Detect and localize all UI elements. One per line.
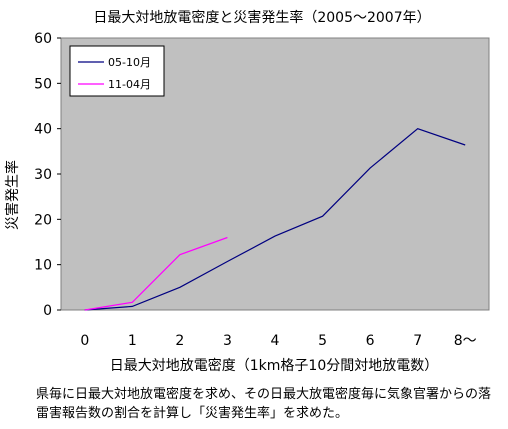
y-tick-label: 40 — [34, 122, 52, 138]
x-tick-label: 2 — [175, 333, 184, 349]
legend: 05-10月 11-04月 — [69, 45, 165, 97]
x-tick-label: 3 — [223, 333, 232, 349]
legend-label: 11-04月 — [108, 78, 151, 91]
y-axis: 0 10 20 30 40 50 60 — [34, 31, 61, 319]
x-axis-label: 日最大対地放電密度（1km格子10分間対地放電数） — [110, 357, 438, 374]
legend-label: 05-10月 — [108, 56, 151, 69]
legend-box — [69, 45, 165, 97]
x-axis: 0 1 2 3 4 5 6 7 8～ — [80, 333, 476, 349]
y-axis-label: 災害発生率 — [4, 160, 21, 230]
x-tick-label: 4 — [271, 333, 280, 349]
x-tick-label: 0 — [80, 333, 89, 349]
x-tick-label: 1 — [128, 333, 137, 349]
series-line-1 — [84, 128, 466, 311]
chart-title: 日最大対地放電密度と災害発生率（2005～2007年） — [93, 9, 430, 26]
y-tick-label: 30 — [34, 167, 52, 183]
y-tick-label: 20 — [34, 212, 52, 228]
x-tick-label: 6 — [366, 333, 375, 349]
x-tick-label: 7 — [413, 333, 422, 349]
series-layer — [84, 128, 466, 311]
y-tick-label: 0 — [43, 303, 52, 319]
series-line-2 — [84, 236, 228, 311]
caption: 県毎に日最大対地放電密度を求め、その日最大放電密度毎に気象官署からの落雷害報告数… — [36, 387, 492, 421]
line-chart: 日最大対地放電密度と災害発生率（2005～2007年） 010203040506… — [4, 9, 490, 374]
x-tick-label: 8～ — [454, 333, 477, 349]
y-tick-label: 10 — [34, 258, 52, 274]
y-tick-label: 60 — [34, 31, 52, 47]
x-tick-label: 5 — [318, 333, 327, 349]
y-tick-label: 50 — [34, 76, 52, 92]
